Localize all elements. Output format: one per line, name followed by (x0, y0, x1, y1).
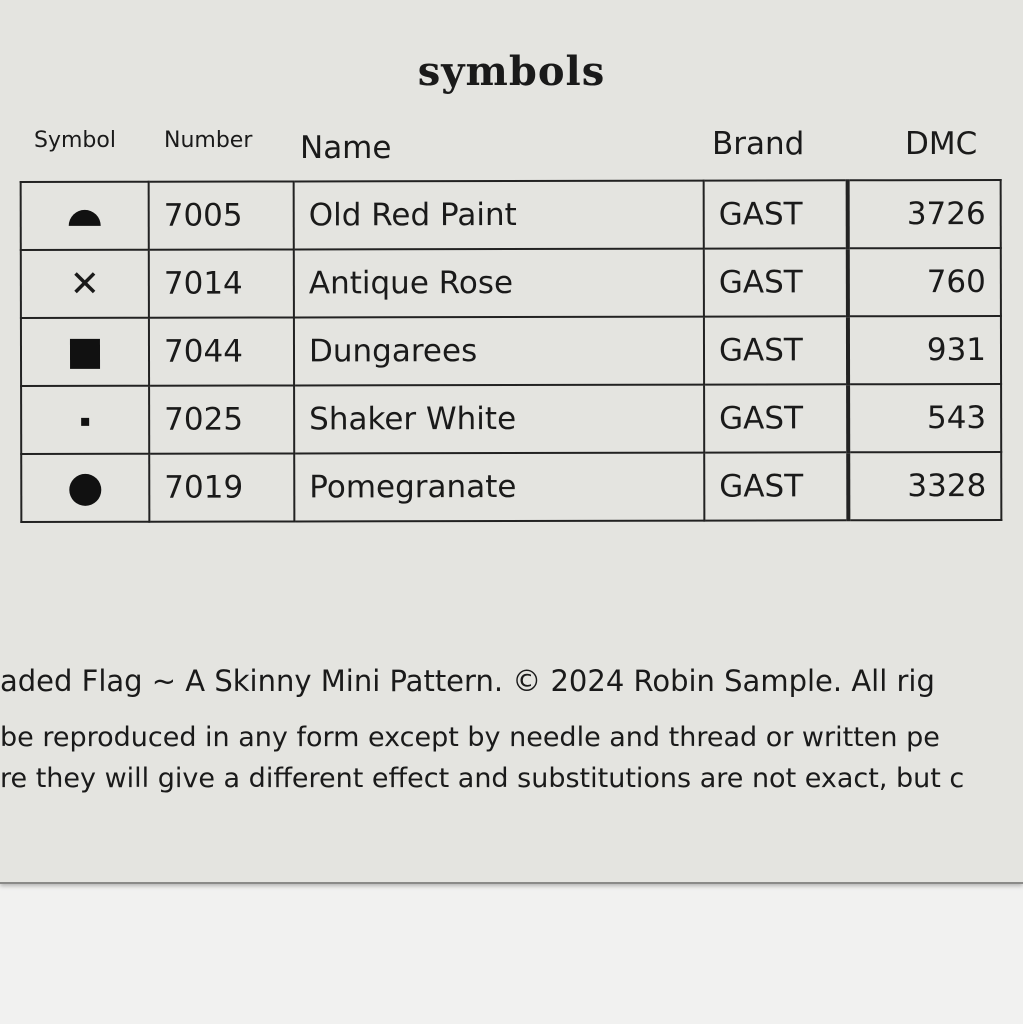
name-cell: Dungarees (293, 316, 705, 386)
brand-cell: GAST (703, 180, 848, 249)
symbols-table: 7005 Old Red Paint GAST 3726 ✕ 7014 Antiq… (20, 179, 1003, 523)
number-cell: 7019 (149, 453, 295, 522)
copyright-line: aded Flag ~ A Skinny Mini Pattern. © 202… (0, 664, 935, 698)
symbol-cell: ✕ (20, 249, 149, 319)
dmc-cell: 760 (847, 247, 1001, 317)
table-row: ✕ 7014 Antique Rose GAST 760 (20, 247, 1001, 319)
filled-circle-icon (69, 473, 102, 506)
name-cell: Shaker White (294, 384, 705, 454)
dmc-cell: 543 (848, 383, 1002, 453)
table-row: 7044 Dungarees GAST 931 (20, 315, 1002, 387)
number-cell: 7044 (148, 317, 295, 386)
symbol-cell (20, 317, 150, 387)
dmc-cell: 3328 (848, 451, 1002, 521)
name-cell: Antique Rose (293, 248, 704, 318)
reproduction-notice: be reproduced in any form except by need… (0, 722, 940, 753)
header-brand: Brand (712, 126, 805, 162)
dmc-cell: 3726 (847, 179, 1001, 249)
number-cell: 7025 (149, 385, 295, 454)
symbol-cell (21, 385, 150, 455)
substitution-notice: re they will give a different effect and… (0, 763, 965, 794)
dmc-cell: 931 (847, 315, 1002, 385)
pattern-page: symbols Symbol Number Name Brand DMC 700… (0, 0, 1023, 884)
table-row: 7005 Old Red Paint GAST 3726 (20, 179, 1001, 251)
small-dot-icon (81, 417, 90, 426)
x-icon: ✕ (69, 263, 100, 305)
page-title: symbols (417, 48, 606, 95)
header-symbol: Symbol (34, 128, 116, 153)
header-name: Name (300, 130, 392, 166)
brand-cell: GAST (704, 452, 849, 521)
symbol-cell (20, 181, 149, 251)
header-dmc: DMC (905, 126, 978, 162)
symbol-cell (21, 453, 150, 523)
number-cell: 7014 (148, 249, 294, 318)
header-number: Number (164, 128, 253, 153)
table-row: 7025 Shaker White GAST 543 (21, 383, 1002, 455)
brand-cell: GAST (704, 384, 849, 453)
half-circle-icon (68, 209, 101, 226)
brand-cell: GAST (703, 248, 848, 317)
name-cell: Pomegranate (294, 452, 705, 522)
filled-square-icon (69, 338, 101, 369)
number-cell: 7005 (148, 181, 294, 250)
name-cell: Old Red Paint (293, 180, 704, 250)
table-row: 7019 Pomegranate GAST 3328 (21, 451, 1002, 523)
brand-cell: GAST (703, 316, 849, 385)
